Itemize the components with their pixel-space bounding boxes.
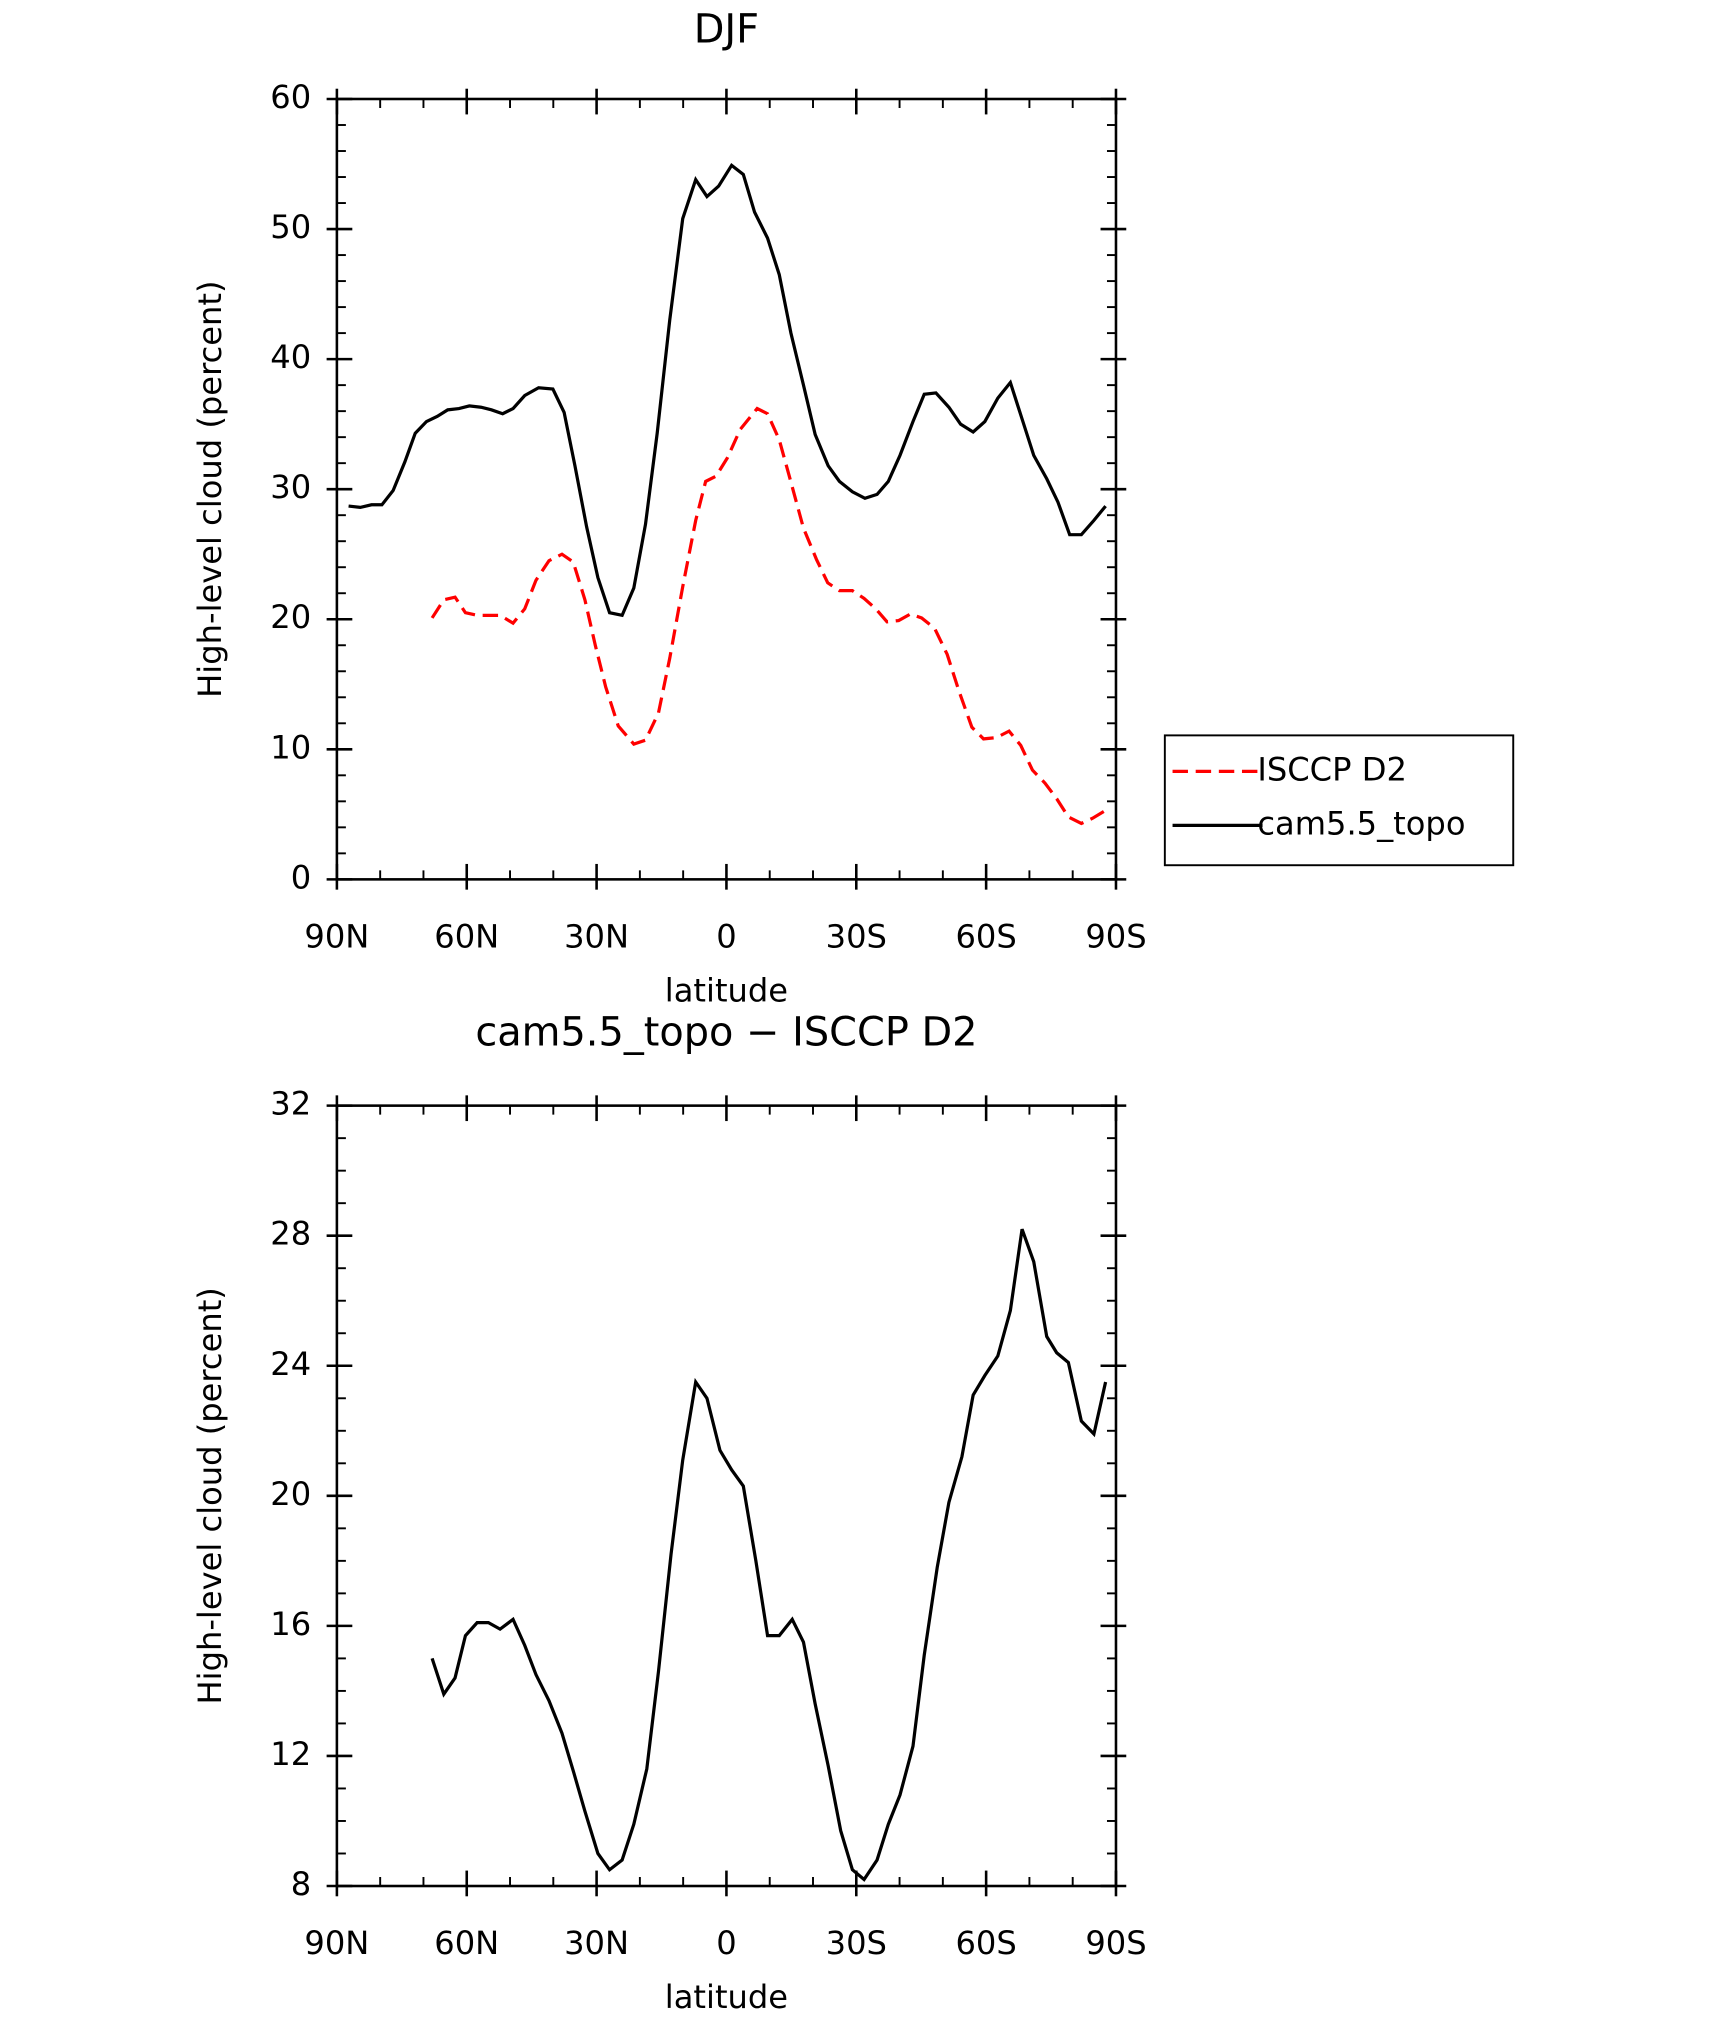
y-tick-label: 60 [270,78,311,116]
y-tick-label: 10 [270,728,311,766]
x-tick-label: 90S [1085,918,1146,956]
x-tick-label: 30S [826,1924,887,1962]
y-tick-label: 24 [270,1345,311,1383]
y-tick-label: 32 [270,1085,311,1123]
y-tick-label: 12 [270,1735,311,1773]
x-tick-label: 90N [304,918,369,956]
x-tick-label: 60S [955,918,1016,956]
x-tick-label: 90S [1085,1924,1146,1962]
y-tick-label: 20 [270,598,311,636]
series-line [348,162,1107,618]
legend-label: cam5.5_topo [1257,804,1465,842]
x-tick-label: 0 [716,918,736,956]
chart-title: cam5.5_topo − ISCCP D2 [475,1009,977,1055]
x-tick-label: 60N [434,918,499,956]
y-axis-label: High-level cloud (percent) [191,1287,229,1704]
series-line [430,1228,1108,1882]
x-axis-label: latitude [665,1978,788,2016]
y-tick-label: 30 [270,468,311,506]
plot-frame [335,1104,1118,1888]
series-line [430,406,1107,826]
x-tick-label: 30S [826,918,887,956]
legend-box [1163,734,1515,867]
plot-frame [335,97,1118,881]
x-tick-label: 90N [304,1924,369,1962]
y-tick-label: 20 [270,1475,311,1513]
y-axis-label: High-level cloud (percent) [191,281,229,698]
y-tick-label: 40 [270,338,311,376]
x-axis-label: latitude [665,972,788,1010]
x-tick-label: 30N [564,918,629,956]
chart-title: DJF [694,7,759,53]
y-tick-label: 8 [291,1865,311,1903]
y-tick-label: 50 [270,208,311,246]
legend-label: ISCCP D2 [1257,750,1407,788]
y-tick-label: 28 [270,1215,311,1253]
x-tick-label: 0 [716,1924,736,1962]
x-tick-label: 60S [955,1924,1016,1962]
x-tick-label: 30N [564,1924,629,1962]
x-tick-label: 60N [434,1924,499,1962]
y-tick-label: 16 [270,1605,311,1643]
y-tick-label: 0 [291,858,311,896]
